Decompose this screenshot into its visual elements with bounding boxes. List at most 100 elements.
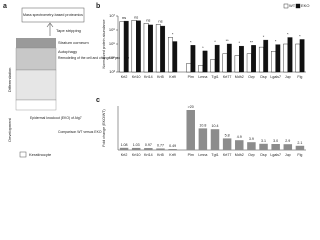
legend-label: EKO — [301, 3, 309, 8]
x-tick-label: Krt5 — [157, 75, 164, 79]
bar — [258, 46, 264, 73]
page: a Mass spectrometry-based proteomics Tap… — [3, 2, 310, 158]
significance: ** — [250, 39, 254, 44]
significance: ns — [134, 14, 138, 19]
x-tick-label: Flg — [297, 153, 302, 157]
bar — [123, 20, 129, 73]
arrow — [46, 22, 54, 36]
legend-swatch — [283, 3, 289, 9]
bar — [131, 20, 137, 73]
bar — [271, 144, 280, 150]
bar — [155, 24, 161, 73]
x-tick-label: Krt10 — [132, 153, 141, 157]
bar — [251, 45, 256, 73]
knockout: Epidermal knockout (EKO) of Atg7 — [30, 116, 82, 120]
bar — [198, 128, 208, 150]
bar — [235, 140, 244, 150]
value-label: 2.1 — [297, 141, 302, 145]
bar — [135, 20, 141, 73]
bar — [283, 43, 289, 73]
x-tick-label: Lmna — [198, 153, 207, 157]
y-tick-label: 10⁷ — [109, 13, 115, 18]
bar — [119, 147, 129, 150]
bar — [234, 55, 240, 73]
significance: ns — [146, 17, 150, 22]
bar — [148, 24, 153, 73]
bar — [190, 45, 196, 73]
bar — [119, 21, 125, 73]
bar — [222, 138, 232, 150]
x-tick-label: Mdh2 — [235, 75, 244, 79]
layer: Stratum corneum — [58, 40, 89, 45]
bar — [263, 39, 269, 73]
value-label: 2.9 — [285, 139, 290, 143]
value-label: 5.8 — [225, 133, 230, 137]
bar — [295, 145, 305, 150]
x-tick-label: Krt77 — [223, 75, 232, 79]
x-tick-label: Krt77 — [223, 153, 232, 157]
bar — [210, 59, 216, 73]
bar — [144, 148, 153, 150]
bar — [226, 43, 232, 73]
bar — [247, 142, 256, 150]
comparison: Comparison WT versus EKO — [58, 130, 102, 134]
cell: Keratinocyte — [29, 152, 52, 157]
x-tick-label: Ovp — [248, 153, 255, 157]
bar — [198, 65, 204, 73]
box — [21, 7, 85, 23]
panel-label: c — [96, 97, 100, 104]
y-tick-label: 10⁶ — [109, 27, 115, 32]
bar — [202, 50, 208, 73]
x-tick-label: Lmna — [198, 75, 207, 79]
basal — [15, 99, 57, 111]
y-tick-label: 10⁴ — [109, 55, 115, 60]
bar — [172, 41, 178, 73]
bar — [131, 147, 141, 150]
legend-label: WT — [289, 3, 296, 8]
legend-swatch — [295, 3, 301, 9]
step: Tape stripping — [56, 28, 81, 33]
panel-label: a — [3, 3, 7, 10]
significance: ** — [226, 38, 230, 43]
bar — [246, 53, 252, 73]
effect: Remodeling of the cell and change of pro… — [58, 56, 129, 60]
significance: * — [190, 39, 192, 44]
value-label: 4.9 — [237, 135, 242, 139]
x-tick-label: Krt14 — [144, 153, 153, 157]
bar — [186, 110, 195, 150]
value-label: 1.03 — [133, 143, 140, 147]
bar — [160, 25, 166, 73]
granular — [15, 47, 57, 71]
process: Autophagy — [58, 49, 77, 54]
x-tick-label: Krt2 — [121, 75, 128, 79]
bar — [210, 129, 220, 150]
x-tick-label: Dsp — [260, 75, 266, 79]
y-tick-label: 10³ — [109, 69, 115, 74]
x-tick-label: Krt2 — [121, 153, 128, 157]
bar — [239, 45, 244, 73]
bar — [186, 63, 191, 73]
bar — [214, 44, 220, 73]
value-label: 3.0 — [273, 139, 278, 143]
bar — [271, 51, 276, 73]
spinous — [15, 69, 57, 101]
bar — [295, 43, 301, 73]
value-label: 3.1 — [261, 139, 266, 143]
x-tick-label: Krt14 — [144, 75, 153, 79]
bar — [156, 148, 165, 150]
x-tick-label: Flg — [297, 75, 302, 79]
x-tick-label: Tgt1 — [211, 75, 218, 79]
value-label: 1.08 — [121, 143, 128, 147]
y-axis-label: Fold change (EKO/WT) — [102, 109, 106, 146]
x-tick-label: Mdh2 — [235, 153, 244, 157]
significance: * — [238, 40, 240, 45]
value-label: 0.49 — [169, 144, 176, 148]
x-tick-label: Jup — [285, 75, 291, 79]
bar — [299, 39, 305, 73]
bar — [275, 44, 281, 73]
x-tick-label: Plm — [188, 75, 194, 79]
bar — [168, 149, 177, 150]
x-tick-label: Krt5 — [157, 153, 164, 157]
significance: ns — [158, 18, 162, 23]
value-label: >20 — [188, 105, 194, 109]
